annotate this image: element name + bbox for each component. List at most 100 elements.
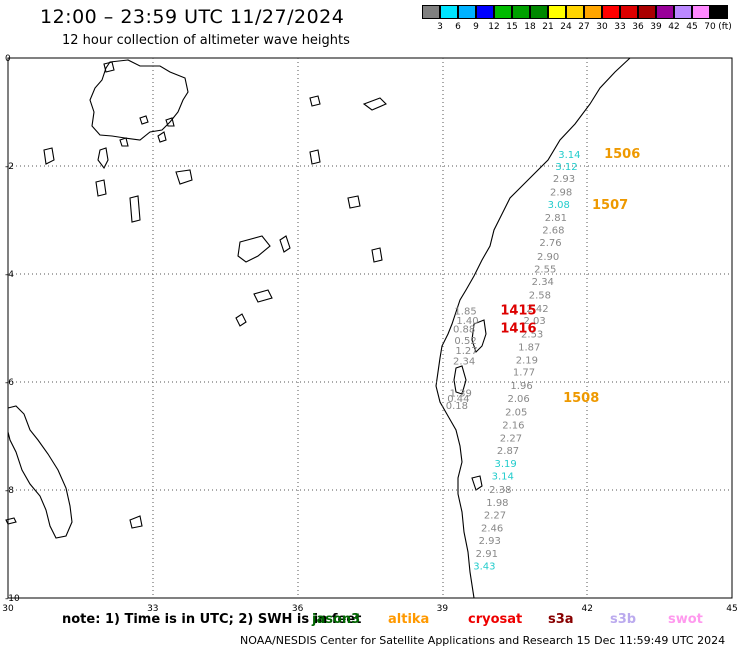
color-scale-swatch xyxy=(638,5,656,19)
wave-height-value: 3.12 xyxy=(555,162,577,173)
color-scale-swatch xyxy=(476,5,494,19)
lake-outline xyxy=(309,149,321,165)
lon-tick-label: 33 xyxy=(147,604,158,614)
pass-labels: 1506 1507 1415 1416 1508 xyxy=(500,147,640,406)
lake-outline xyxy=(129,515,143,529)
wave-height-value: 2.68 xyxy=(542,226,564,237)
color-scale-swatch xyxy=(584,5,602,19)
lake-outline xyxy=(175,169,193,185)
wave-height-points: 3.143.122.932.983.082.812.682.762.902.55… xyxy=(446,150,581,572)
wave-height-value: 1.85 xyxy=(454,307,476,318)
lat-tick-label: -8 xyxy=(5,486,14,496)
color-scale-swatch xyxy=(458,5,476,19)
wave-height-value: 2.87 xyxy=(497,446,519,457)
color-scale-label: 36 xyxy=(632,22,644,32)
wave-height-value: 2.34 xyxy=(532,277,554,288)
wave-height-value: 1.98 xyxy=(486,498,508,509)
wave-height-value: 2.93 xyxy=(479,536,501,547)
lake-victoria-island xyxy=(103,61,115,73)
wave-height-value: 2.91 xyxy=(476,549,498,560)
color-scale-swatch xyxy=(422,5,440,19)
wave-height-value: 2.81 xyxy=(545,213,567,224)
color-scale-labels: 3 6 9 12 15 18 21 24 27 30 33 36 39 42 45 70 (ft) xyxy=(422,22,740,36)
color-scale-swatch xyxy=(602,5,620,19)
wave-height-value: 0.44 xyxy=(447,394,469,405)
color-scale-label: 24 xyxy=(560,22,572,32)
lat-tick-label: -4 xyxy=(5,270,14,280)
wave-height-value: 0.88 xyxy=(453,324,475,335)
wave-height-value: 1.77 xyxy=(513,368,535,379)
color-scale-label: 21 xyxy=(542,22,554,32)
pass-number-label: 1415 xyxy=(500,304,536,319)
color-scale-label: 39 xyxy=(650,22,662,32)
lake-victoria-island xyxy=(165,117,175,127)
color-scale-label: 9 xyxy=(473,22,479,32)
pass-number-label: 1506 xyxy=(604,147,640,162)
map-frame xyxy=(7,57,733,599)
pass-number-label: 1507 xyxy=(592,198,628,213)
color-scale-swatch xyxy=(530,5,548,19)
lake-outline xyxy=(95,179,107,197)
color-scale-label: 42 xyxy=(668,22,680,32)
legend-item-s3a: s3a xyxy=(548,612,574,627)
color-scale-swatch xyxy=(692,5,710,19)
wave-height-value: 3.19 xyxy=(494,459,516,470)
color-scale-label: 30 xyxy=(596,22,608,32)
map-subtitle: 12 hour collection of altimeter wave hei… xyxy=(62,33,350,48)
graticule xyxy=(8,58,732,598)
mafia-island xyxy=(471,475,483,491)
axis-ticks: 30 33 36 39 42 45 0 -2 -4 -6 -8 -10 xyxy=(2,54,737,614)
color-scale-label: 27 xyxy=(578,22,590,32)
color-scale-swatch xyxy=(440,5,458,19)
wave-height-value: 2.27 xyxy=(484,511,506,522)
wave-height-value: 2.03 xyxy=(523,316,545,327)
color-scale-swatch xyxy=(620,5,638,19)
lake-outline xyxy=(129,195,141,223)
lake-victoria-island xyxy=(139,115,149,125)
lake-outline xyxy=(371,247,383,263)
lat-tick-label: -6 xyxy=(5,378,14,388)
color-scale-swatch xyxy=(512,5,530,19)
wave-height-value: 2.90 xyxy=(537,252,559,263)
wave-height-value: 1.39 xyxy=(450,389,472,400)
wave-height-value: 0.18 xyxy=(446,401,468,412)
color-scale-swatch xyxy=(710,5,728,19)
color-scale-bar xyxy=(422,5,728,19)
wave-height-value: 2.16 xyxy=(502,420,524,431)
wave-height-value: 2.05 xyxy=(505,407,527,418)
color-scale-unit: (ft) xyxy=(718,22,732,32)
lon-tick-label: 30 xyxy=(2,604,14,614)
footer-credit: NOAA/NESDIS Center for Satellite Applica… xyxy=(240,634,726,647)
lat-tick-label: -10 xyxy=(5,594,20,604)
wave-height-value: 3.14 xyxy=(558,150,580,161)
wave-height-value: 2.06 xyxy=(508,394,530,405)
color-scale-label: 6 xyxy=(455,22,461,32)
legend-item-s3b: s3b xyxy=(610,612,637,627)
wave-height-value: 3.43 xyxy=(473,561,495,572)
lake-victoria-outline xyxy=(89,59,189,141)
wave-height-value: 2.58 xyxy=(529,290,551,301)
footer-note: note: 1) Time is in UTC; 2) SWH is in fe… xyxy=(62,612,362,627)
legend-item-jason3: jason3 xyxy=(312,612,361,627)
lon-tick-label: 45 xyxy=(726,604,737,614)
pass-number-label: 1416 xyxy=(500,321,536,336)
legend-item-swot: swot xyxy=(668,612,703,627)
wave-height-value: 2.76 xyxy=(539,238,561,249)
lake-outline xyxy=(237,235,271,263)
lake-outline xyxy=(43,147,55,165)
wave-height-value: 2.55 xyxy=(534,264,556,275)
color-scale-label: 45 xyxy=(686,22,698,32)
lake-tanganyika-outline xyxy=(7,405,73,539)
legend-item-altika: altika xyxy=(388,612,430,627)
color-scale-label: 15 xyxy=(506,22,518,32)
color-scale-swatch xyxy=(548,5,566,19)
lake-outline xyxy=(5,517,17,525)
wave-height-value: 2.38 xyxy=(489,485,511,496)
wave-height-value: 0.52 xyxy=(454,336,476,347)
legend-item-cryosat: cryosat xyxy=(468,612,523,627)
wave-height-value: 3.14 xyxy=(492,472,514,483)
lake-outline xyxy=(253,289,273,303)
zanzibar-island xyxy=(453,365,467,395)
color-scale-swatch xyxy=(674,5,692,19)
